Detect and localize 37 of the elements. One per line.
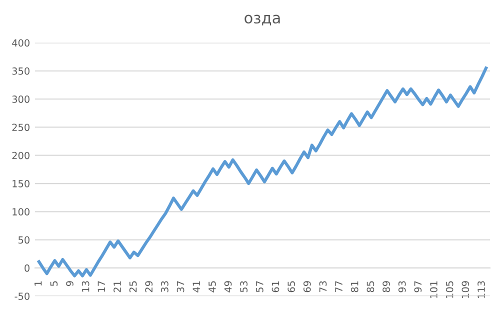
y-tick-label: 150 <box>12 180 30 188</box>
x-tick-label: 61 <box>272 281 280 292</box>
x-tick-label: 77 <box>335 281 342 292</box>
y-tick-label: 200 <box>12 152 30 160</box>
x-tick-label: 45 <box>208 281 216 292</box>
x-tick-label: 1 <box>34 281 42 286</box>
y-tick-label: 350 <box>12 67 30 75</box>
line-series <box>37 66 488 278</box>
y-tick-label: -50 <box>14 292 30 300</box>
x-tick-label: 85 <box>366 281 374 292</box>
x-tick-label: 21 <box>114 281 121 292</box>
y-tick-label: 100 <box>12 208 30 216</box>
x-tick-label: 93 <box>398 281 406 292</box>
y-tick-label: 50 <box>18 236 30 244</box>
x-tick-label: 37 <box>176 281 184 292</box>
x-tick-label: 89 <box>382 281 390 292</box>
y-tick-label: 300 <box>12 96 30 103</box>
x-tick-label: 9 <box>66 281 74 286</box>
x-tick-label: 29 <box>145 281 153 292</box>
x-tick-label: 25 <box>129 281 137 292</box>
x-tick-label: 81 <box>350 281 358 292</box>
x-tick-label: 33 <box>161 281 168 292</box>
x-tick-label: 97 <box>414 281 422 292</box>
x-tick-label: 53 <box>240 281 248 292</box>
x-tick-label: 5 <box>50 281 58 286</box>
x-tick-label: 69 <box>303 281 311 292</box>
y-tick-label: 0 <box>24 264 30 272</box>
x-tick-label: 57 <box>256 281 264 292</box>
x-tick-label: 41 <box>192 281 200 292</box>
chart-title: озда <box>244 14 280 26</box>
y-tick-label: 250 <box>12 124 30 132</box>
x-tick-label: 17 <box>98 281 105 292</box>
x-tick-label: 73 <box>319 281 327 292</box>
y-tick-label: 400 <box>12 39 30 47</box>
x-tick-label: 49 <box>224 281 232 292</box>
x-tick-label: 65 <box>288 281 295 292</box>
x-tick-label: 13 <box>82 281 90 292</box>
